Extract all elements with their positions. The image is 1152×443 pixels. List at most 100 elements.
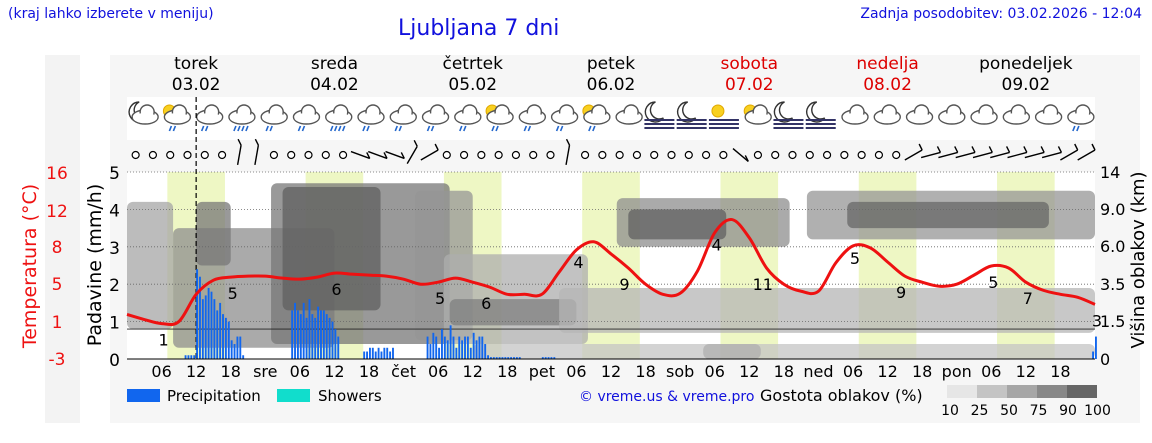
cloud-rain-icon bbox=[518, 104, 547, 132]
day-name: sreda bbox=[311, 54, 358, 74]
cloud-scale-swatch bbox=[1067, 385, 1097, 398]
wind-calm-marker bbox=[166, 150, 175, 160]
wind-barb bbox=[368, 150, 388, 160]
precip-bar bbox=[219, 302, 222, 359]
x-tick-label: 12 bbox=[877, 362, 897, 381]
wind-calm-marker bbox=[321, 150, 330, 160]
precipitation-bars bbox=[184, 269, 1097, 359]
y-right-tick-label: 9.0 bbox=[1100, 200, 1125, 219]
sun-cloud-icon bbox=[743, 104, 772, 125]
precip-bar bbox=[487, 355, 489, 359]
precip-bar bbox=[513, 357, 515, 359]
precip-bar bbox=[492, 357, 495, 359]
x-tick-label: 12 bbox=[1016, 362, 1036, 381]
x-tick-label: 06 bbox=[290, 362, 310, 381]
wind-calm-marker bbox=[874, 150, 884, 160]
precip-bar bbox=[443, 336, 446, 359]
x-tick-label: 18 bbox=[774, 362, 794, 381]
precip-bar bbox=[484, 344, 487, 359]
sun-cloud-rain-icon bbox=[582, 104, 611, 132]
precip-bar bbox=[544, 357, 547, 359]
precip-bar bbox=[242, 355, 245, 359]
wind-calm-marker bbox=[148, 150, 158, 160]
precip-bar bbox=[331, 321, 334, 359]
wind-calm-marker bbox=[615, 150, 624, 160]
cloud-layer-block bbox=[847, 201, 1049, 229]
wind-calm-marker bbox=[269, 150, 279, 160]
wind-calm-marker bbox=[338, 150, 348, 160]
precip-bar bbox=[458, 336, 461, 359]
precip-bar bbox=[222, 314, 224, 359]
wind-calm-marker bbox=[892, 150, 901, 160]
legend: Precipitation Showers © vreme.us & vreme… bbox=[127, 385, 1111, 419]
precip-bar bbox=[472, 332, 475, 359]
precip-bar bbox=[317, 306, 320, 359]
credit-link[interactable]: © vreme.us & vreme.pro bbox=[579, 389, 754, 405]
precip-bar bbox=[302, 302, 305, 359]
wind-calm-marker bbox=[304, 150, 313, 160]
y-right-tick-label: 3.5 bbox=[1100, 275, 1125, 294]
precip-bar bbox=[233, 344, 236, 359]
precip-bar bbox=[299, 314, 302, 359]
grid bbox=[127, 97, 1095, 359]
wind-barb bbox=[420, 143, 439, 161]
cloud-icon bbox=[970, 104, 998, 125]
precip-bar bbox=[190, 355, 193, 359]
precip-bar bbox=[366, 351, 368, 359]
cloud-rain-icon bbox=[357, 104, 385, 132]
cloud-icon bbox=[615, 104, 643, 125]
moon-cloud-icon bbox=[128, 101, 159, 125]
wind-calm-marker bbox=[183, 150, 192, 160]
temperature-label: 5 bbox=[850, 249, 860, 268]
wind-calm-marker bbox=[598, 150, 607, 160]
cloud-density-scale: 10 25 50 75 90 100 bbox=[941, 385, 1111, 419]
y-left-tick-label: 1 bbox=[109, 314, 120, 334]
day-name: sobota bbox=[721, 54, 779, 74]
wind-calm-marker bbox=[857, 150, 866, 160]
moon-fog-icon bbox=[773, 101, 804, 129]
x-tick-label: 18 bbox=[912, 362, 932, 381]
wind-barb bbox=[1024, 146, 1045, 159]
x-tick-label: 12 bbox=[186, 362, 206, 381]
wind-barb bbox=[406, 140, 418, 165]
precip-bar bbox=[469, 347, 472, 359]
sun-cloud-rain-icon bbox=[162, 104, 192, 132]
x-tick-label: sob bbox=[666, 362, 694, 381]
wind-calm-marker bbox=[217, 150, 227, 160]
precip-bar bbox=[322, 310, 325, 359]
temperature-label: 1 bbox=[158, 331, 168, 350]
precip-axis-title: Padavine (mm/h) bbox=[84, 184, 106, 347]
precip-bar bbox=[201, 299, 204, 359]
y-left-tick-label: 0 bbox=[109, 351, 120, 371]
precip-bar bbox=[386, 347, 389, 359]
cloud-rain-icon bbox=[260, 104, 288, 132]
precip-bar bbox=[1095, 336, 1097, 359]
wind-calm-marker bbox=[805, 150, 814, 160]
precip-bar bbox=[507, 357, 510, 359]
cloud-heavy-rain-icon bbox=[325, 104, 353, 132]
precip-bar bbox=[438, 347, 441, 359]
cloud-rain-icon bbox=[454, 104, 482, 132]
wind-barb bbox=[955, 146, 976, 159]
temperature-label: 5 bbox=[228, 284, 238, 303]
precip-bar bbox=[429, 344, 432, 359]
y-left-tick-label: 2 bbox=[109, 276, 120, 296]
cloud-scale-tick: 100 bbox=[1084, 403, 1111, 419]
cloud-icon bbox=[1002, 104, 1031, 125]
cloud-layer-block bbox=[196, 201, 231, 266]
x-tick-label: 06 bbox=[151, 362, 171, 381]
region-hint[interactable]: (kraj lahko izberete v meniju) bbox=[8, 6, 214, 22]
x-tick-label: 06 bbox=[566, 362, 586, 381]
x-tick-label: čet bbox=[391, 362, 416, 381]
last-updated: Zadnja posodobitev: 03.02.2026 - 12:04 bbox=[860, 6, 1142, 22]
precip-bar bbox=[371, 347, 374, 359]
sun-fog-icon bbox=[708, 104, 739, 129]
precip-legend-swatch bbox=[127, 389, 160, 402]
temperature-tick-label: 16 bbox=[46, 164, 68, 184]
precip-bar bbox=[216, 310, 219, 359]
wind-barb bbox=[1060, 143, 1079, 161]
x-tick-label: 12 bbox=[463, 362, 483, 381]
y-right-tick-label: 0 bbox=[1100, 350, 1110, 369]
cloud-icon bbox=[841, 104, 869, 125]
